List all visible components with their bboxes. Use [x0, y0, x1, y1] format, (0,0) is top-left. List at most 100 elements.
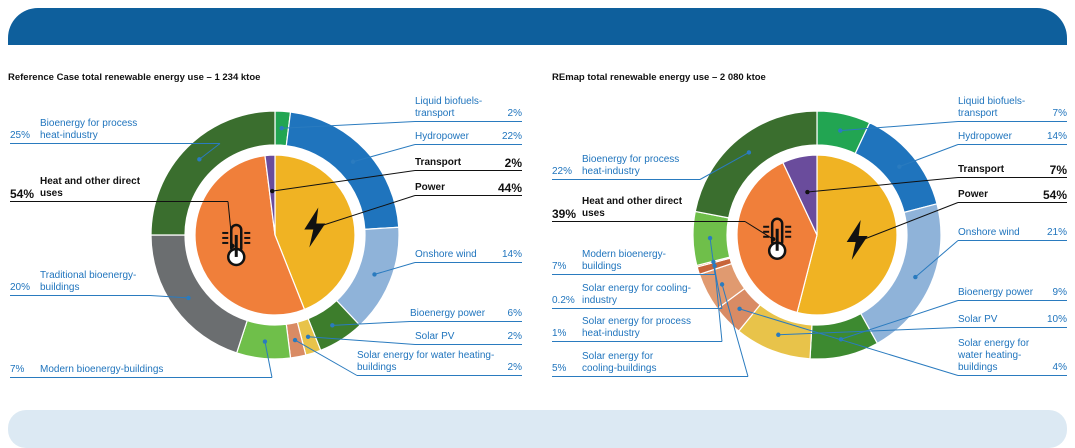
leader-dot — [719, 282, 725, 287]
leader-line — [149, 295, 189, 299]
pie-slice — [782, 154, 818, 236]
leader-line — [778, 327, 959, 336]
category-label: Liquid biofuels-transport — [415, 96, 483, 119]
percent-label: 5% — [552, 363, 567, 374]
leader-line — [352, 144, 416, 163]
leader-line — [318, 195, 416, 228]
header-banner — [8, 8, 1067, 45]
leader-line — [374, 262, 416, 275]
power-icon — [846, 220, 868, 261]
leader-line — [709, 237, 716, 275]
leader-line — [332, 321, 411, 326]
inner-label: 39% Heat and other direct uses — [552, 196, 745, 222]
leader-line — [199, 143, 221, 160]
leader-line — [712, 261, 723, 309]
leader-dot — [838, 128, 843, 133]
percent-label: 25% — [10, 130, 31, 141]
leader-dot — [186, 295, 191, 301]
percent-label: 4% — [1052, 362, 1067, 373]
category-label: Power — [415, 182, 446, 193]
category-label: Solar energy for cooling-buildings — [582, 351, 657, 374]
percent-label: 7% — [552, 261, 567, 272]
category-label: Solar energy for water heating-buildings — [958, 338, 1030, 373]
power-icon — [304, 207, 326, 248]
percent-label: 2% — [504, 156, 522, 170]
footer-band — [8, 410, 1067, 448]
leader-dot — [858, 238, 863, 243]
percent-label: 6% — [507, 308, 522, 319]
leader-dot — [913, 274, 918, 280]
percent-label: 21% — [1046, 227, 1067, 238]
percent-label: 7% — [10, 364, 25, 375]
ring-segment — [150, 110, 276, 236]
category-label: Solar PV — [958, 314, 998, 325]
leader-line — [860, 202, 959, 241]
percent-label: 10% — [1046, 314, 1067, 325]
leader-dot — [305, 334, 311, 339]
category-label: Liquid biofuels-transport — [958, 96, 1026, 119]
segment-label: Solar energy for water heating-buildings… — [958, 338, 1067, 376]
leader-line — [227, 201, 233, 246]
leader-line — [294, 339, 358, 376]
percent-label: 54% — [10, 187, 35, 201]
leader-dot — [746, 150, 752, 155]
leader-dot — [707, 235, 713, 241]
segment-label: Hydropower 14% — [958, 131, 1067, 145]
category-label: Transport — [958, 164, 1005, 175]
category-label: Heat and other direct uses — [40, 176, 141, 199]
chart-title: Reference Case total renewable energy us… — [8, 72, 261, 83]
leader-dot — [330, 323, 335, 328]
leader-dot — [776, 332, 781, 337]
percent-label: 44% — [497, 181, 522, 195]
inner-label: Power 44% — [415, 182, 522, 196]
segment-label: 22% Bioenergy for process heat-industry — [552, 154, 700, 180]
segment-label: Hydropower 22% — [415, 131, 522, 145]
inner-label: 54% Heat and other direct uses — [10, 176, 228, 202]
category-label: Onshore wind — [415, 249, 477, 260]
percent-label: 2% — [507, 108, 522, 119]
percent-label: 2% — [507, 362, 522, 373]
leader-dot — [262, 339, 268, 344]
percent-label: 14% — [1046, 131, 1067, 142]
leader-line — [272, 170, 416, 192]
leader-dot — [897, 164, 902, 169]
leader-dot — [270, 188, 275, 194]
percent-label: 14% — [501, 249, 522, 260]
ring-segment — [694, 110, 818, 219]
percent-label: 7% — [1052, 108, 1067, 119]
category-label: Bioenergy power — [410, 308, 486, 319]
category-label: Bioenergy power — [958, 287, 1034, 298]
leader-dot — [316, 224, 321, 229]
leader-line — [744, 221, 774, 240]
percent-label: 22% — [552, 166, 573, 177]
segment-label: 7% Modern bioenergy-buildings — [552, 249, 715, 275]
percent-label: 1% — [552, 328, 567, 339]
segment-label: Onshore wind 14% — [415, 249, 522, 263]
leader-dot — [292, 337, 298, 343]
inner-label: Transport 2% — [415, 157, 522, 171]
percent-label: 39% — [552, 207, 577, 221]
category-label: Hydropower — [958, 131, 1012, 142]
percent-label: 22% — [501, 131, 522, 142]
segment-label: 1% Solar energy for process heat-industry — [552, 316, 722, 342]
segment-label: Solar PV 2% — [415, 331, 522, 345]
segment-label: 7% Modern bioenergy-buildings — [10, 364, 272, 378]
percent-label: 54% — [1042, 188, 1067, 202]
pie-slice — [194, 154, 306, 316]
category-label: Traditional bioenergy-buildings — [40, 270, 137, 293]
inner-label: Transport 7% — [958, 164, 1067, 178]
leader-dot — [230, 243, 235, 249]
leader-line — [308, 336, 416, 345]
percent-label: 0.2% — [552, 295, 575, 306]
chart-title: REmap total renewable energy use – 2 080… — [552, 72, 766, 83]
category-label: Modern bioenergy-buildings — [582, 249, 666, 272]
category-label: Onshore wind — [958, 227, 1020, 238]
pie-slice — [264, 154, 276, 236]
leader-line — [807, 177, 959, 193]
leader-line — [915, 240, 959, 278]
inner-label: Power 54% — [958, 189, 1067, 203]
leader-dot — [372, 272, 377, 277]
category-label: Transport — [415, 157, 462, 168]
